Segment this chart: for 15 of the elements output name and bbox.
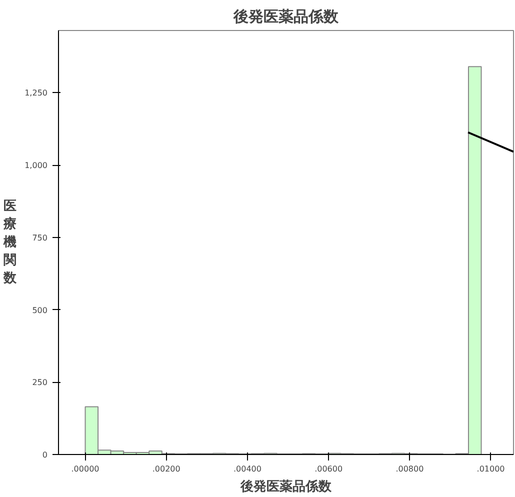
y-tick-label: 1,000 xyxy=(24,161,48,170)
chart-title: 後発医薬品係数 xyxy=(232,8,340,26)
x-tick-label: .00600 xyxy=(314,464,343,474)
y-tick-label: 0 xyxy=(42,450,48,460)
y-tick-label: 750 xyxy=(32,233,48,242)
x-tick-label: .00000 xyxy=(71,464,100,474)
y-tick-label: 250 xyxy=(32,378,48,388)
y-axis-title: 医療機関数 xyxy=(2,199,18,286)
y-tick-label: 500 xyxy=(32,306,48,315)
x-tick-label: .01000 xyxy=(476,464,505,474)
y-tick-label: 1,250 xyxy=(24,88,48,98)
x-tick-label: .00400 xyxy=(233,464,262,474)
x-tick-label: .00800 xyxy=(396,464,424,474)
x-axis-title: 後発医薬品係数 xyxy=(240,478,332,494)
x-tick-label: .00200 xyxy=(152,464,180,474)
